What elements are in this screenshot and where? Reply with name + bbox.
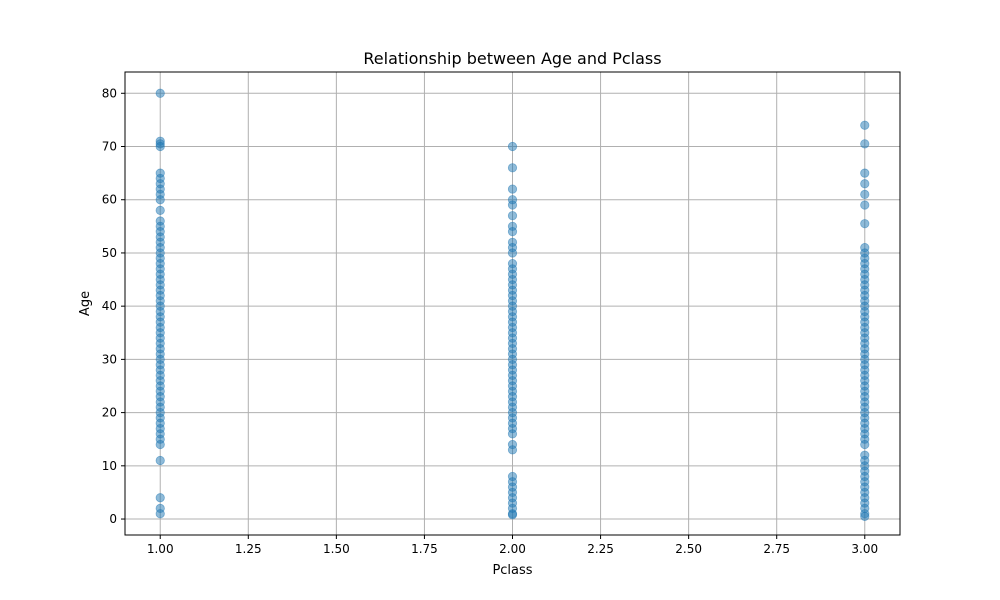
y-tick-label: 60 xyxy=(102,193,117,207)
y-tick-label: 50 xyxy=(102,246,117,260)
scatter-point xyxy=(507,211,518,221)
scatter-point xyxy=(860,189,870,200)
x-tick-label: 2.00 xyxy=(499,542,526,556)
scatter-point xyxy=(860,120,870,130)
y-tick-label: 80 xyxy=(102,86,117,100)
scatter-point xyxy=(155,195,165,205)
y-tick-label: 20 xyxy=(102,406,117,420)
x-tick-label: 3.00 xyxy=(851,542,878,556)
scatter-point xyxy=(507,141,518,152)
scatter-point xyxy=(507,429,518,439)
scatter-point xyxy=(155,509,165,519)
scatter-point xyxy=(507,227,518,237)
scatter-point xyxy=(507,163,518,173)
scatter-point xyxy=(860,168,870,178)
scatter-point xyxy=(860,200,870,210)
y-tick-label: 10 xyxy=(102,459,117,473)
scatter-point xyxy=(860,139,870,149)
y-axis-label: Age xyxy=(78,291,93,316)
y-tick-label: 70 xyxy=(102,140,117,154)
scatter-point xyxy=(155,439,165,450)
x-axis-label: Pclass xyxy=(492,563,532,578)
scatter-point xyxy=(507,184,518,194)
x-tick-label: 1.25 xyxy=(235,542,262,556)
x-tick-label: 1.50 xyxy=(323,542,350,556)
scatter-point xyxy=(507,248,518,258)
x-tick-label: 1.75 xyxy=(411,542,438,556)
x-tick-label: 1.00 xyxy=(147,542,174,556)
scatter-point xyxy=(507,200,518,210)
data-points xyxy=(155,88,870,521)
scatter-point xyxy=(860,439,870,450)
scatter-point xyxy=(860,219,870,229)
y-tick-label: 30 xyxy=(102,352,117,366)
scatter-point xyxy=(155,88,165,98)
chart-title: Relationship between Age and Pclass xyxy=(363,49,661,68)
x-tick-label: 2.25 xyxy=(587,542,614,556)
scatter-point xyxy=(155,141,165,152)
scatter-point xyxy=(155,205,165,215)
y-tick-label: 0 xyxy=(109,512,117,526)
x-tick-label: 2.75 xyxy=(763,542,790,556)
scatter-point xyxy=(507,510,518,520)
scatter-point xyxy=(155,493,165,503)
scatter-point xyxy=(860,511,870,521)
x-tick-label: 2.50 xyxy=(675,542,702,556)
scatter-point xyxy=(860,179,870,189)
y-tick-label: 40 xyxy=(102,299,117,313)
scatter-point xyxy=(507,445,518,455)
scatter-point xyxy=(155,455,165,466)
axis-ticks: 1.00 1.25 1.50 1.75 2.00 2.25 2.50 2.75 3.00 0 10 2… xyxy=(102,86,878,556)
